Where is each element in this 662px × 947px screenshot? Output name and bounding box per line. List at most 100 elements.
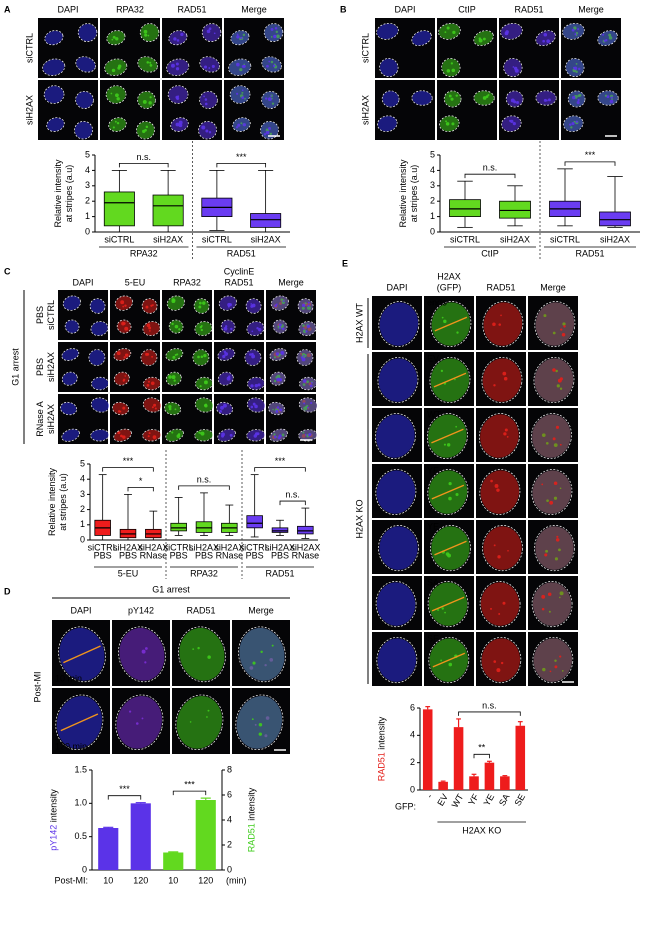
- focus: [241, 96, 245, 100]
- y-tick-label: 0: [227, 864, 232, 874]
- x-tick-label: YF: [466, 792, 481, 807]
- x-tick-label: PBS: [170, 550, 188, 560]
- nucleus-outline: [77, 23, 98, 42]
- focus: [258, 732, 263, 736]
- stripe-marker: [432, 652, 466, 668]
- nucleus-signal: [202, 23, 221, 42]
- nucleus-signal: [483, 302, 523, 346]
- bar: [453, 727, 464, 790]
- nucleus-signal: [297, 349, 313, 366]
- nucleus-signal: [377, 638, 417, 682]
- focus: [203, 65, 208, 69]
- focus: [305, 330, 308, 333]
- row-label: siH2AX: [360, 95, 370, 125]
- focus: [278, 378, 283, 382]
- focus: [111, 68, 116, 73]
- focus: [307, 304, 310, 307]
- nucleus-outline: [55, 694, 104, 751]
- axis-title-part: intensity: [377, 716, 387, 752]
- nucleus-signal: [568, 91, 585, 107]
- focus: [124, 353, 129, 357]
- nucleus-outline: [501, 115, 522, 132]
- focus: [490, 479, 493, 483]
- focus: [301, 357, 306, 362]
- nucleus-outline: [142, 321, 161, 337]
- focus: [236, 62, 240, 67]
- focus: [268, 60, 271, 63]
- focus: [223, 326, 228, 331]
- nucleus-outline: [238, 626, 286, 683]
- focus: [280, 351, 285, 355]
- focus: [168, 404, 172, 409]
- focus: [306, 404, 309, 407]
- focus: [546, 39, 551, 44]
- nucleus-outline: [167, 85, 189, 104]
- focus: [270, 36, 273, 38]
- focus: [605, 39, 608, 42]
- nucleus-outline: [62, 295, 81, 311]
- nucleus-outline: [136, 120, 155, 140]
- nucleus-signal: [534, 358, 574, 402]
- focus: [497, 555, 501, 559]
- nucleus-outline: [531, 581, 573, 628]
- nucleus-outline: [260, 120, 279, 140]
- nucleus-signal: [532, 470, 572, 514]
- focus: [543, 32, 548, 37]
- focus: [171, 375, 176, 380]
- focus: [446, 69, 451, 73]
- focus: [178, 120, 183, 125]
- row-label: PBS: [35, 358, 45, 376]
- focus: [208, 67, 211, 69]
- focus: [192, 648, 195, 650]
- focus: [554, 659, 557, 662]
- significance-label: ***: [184, 780, 195, 790]
- focus: [117, 410, 121, 413]
- focus: [201, 125, 206, 130]
- nucleus-outline: [106, 30, 126, 46]
- focus: [282, 300, 285, 303]
- nucleus-outline: [175, 694, 224, 751]
- focus: [197, 355, 200, 359]
- focus: [263, 133, 267, 136]
- y-tick-label: 0: [80, 534, 85, 544]
- y-tick-label: 4: [227, 814, 232, 824]
- x-tick-label: PBS: [119, 550, 137, 560]
- focus: [510, 98, 515, 103]
- focus: [440, 659, 443, 662]
- nucleus-outline: [375, 581, 417, 628]
- nucleus-signal: [231, 30, 249, 45]
- focus: [117, 66, 121, 70]
- nucleus-outline: [269, 428, 288, 442]
- y-tick-label: 2: [80, 504, 85, 514]
- focus: [257, 383, 261, 387]
- focus: [223, 403, 227, 408]
- focus: [144, 661, 147, 664]
- nucleus-signal: [376, 582, 416, 626]
- x-tick-label: siH2AX: [600, 234, 630, 244]
- focus: [573, 120, 576, 123]
- y-tick-label: 3: [85, 180, 90, 190]
- nucleus-outline: [137, 90, 156, 109]
- focus: [236, 92, 239, 95]
- nucleus-outline: [199, 56, 220, 73]
- focus: [487, 93, 490, 97]
- nucleus-signal: [533, 638, 573, 682]
- nucleus-signal: [480, 582, 520, 626]
- nucleus-outline: [194, 397, 214, 413]
- focus: [264, 663, 267, 667]
- box: [152, 194, 184, 227]
- focus: [274, 26, 278, 30]
- focus: [121, 321, 125, 326]
- nucleus-signal: [219, 296, 237, 311]
- focus: [302, 399, 306, 404]
- nucleus-signal: [62, 372, 78, 386]
- axis-title: at stripes (a.u): [64, 165, 74, 223]
- focus: [241, 91, 244, 94]
- focus: [258, 723, 263, 727]
- focus: [112, 35, 116, 39]
- nucleus-signal: [142, 298, 157, 314]
- x-tick-label: siCTRL: [104, 234, 134, 244]
- focus: [577, 28, 580, 31]
- nucleus-signal: [532, 470, 572, 514]
- y-tick-label: 1.5: [74, 764, 87, 774]
